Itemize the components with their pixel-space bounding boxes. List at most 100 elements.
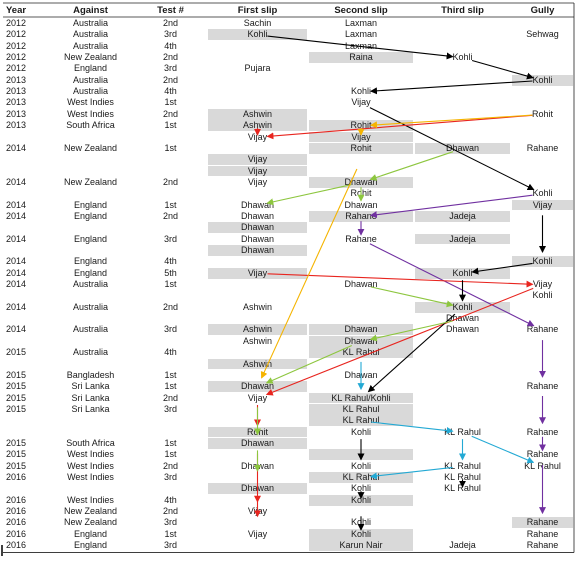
cell-year: 2014 [6, 324, 27, 335]
cell-against: West Indies [67, 460, 114, 471]
cell-second-slip: Kohli [350, 86, 371, 97]
cell-first-slip: Sachin [243, 18, 272, 28]
cell-second-slip: KL Rahul [309, 403, 413, 415]
cell-first-slip: Ashwin [242, 301, 272, 312]
cell-test-number: 2nd [162, 210, 179, 221]
cell-against: New Zealand [63, 506, 118, 517]
cell-against: England [73, 63, 108, 74]
cell-against: England [73, 528, 108, 539]
cell-first-slip: Dhawan [208, 222, 307, 234]
cell-year: 2015 [6, 392, 27, 403]
cell-year: 2012 [6, 52, 27, 63]
cell-year: 2014 [6, 142, 27, 153]
cell-year: 2014 [6, 256, 27, 267]
cell-year: 2013 [6, 108, 27, 119]
cell-year: 2014 [6, 279, 27, 290]
cell-test-number: 4th [164, 40, 177, 51]
cell-against: West Indies [67, 108, 114, 119]
cell-against: England [73, 256, 108, 267]
cell-year: 2016 [6, 494, 27, 505]
cell-against: Australia [72, 324, 108, 335]
cell-test-number: 2nd [162, 18, 179, 28]
cell-year: 2015 [6, 381, 27, 392]
cell-test-number: 4th [164, 256, 177, 267]
cell-year: 2016 [6, 506, 27, 517]
cell-against: England [73, 210, 108, 221]
header-against: Against [73, 5, 108, 16]
cell-test-number: 2nd [162, 460, 179, 471]
cell-first-slip: Dhawan [240, 210, 275, 221]
cell-second-slip: Kohli [350, 483, 371, 494]
cell-second-slip: Rahane [309, 210, 413, 222]
cell-test-number: 3rd [163, 324, 177, 335]
cell-first-slip: Ashwin [208, 108, 307, 120]
cell-year: 2014 [6, 233, 27, 244]
cell-against: Australia [72, 86, 108, 97]
cell-test-number: 3rd [163, 517, 177, 528]
cell-year: 2014 [6, 267, 27, 278]
cell-test-number: 2nd [162, 176, 179, 187]
cell-second-slip: Dhawan [309, 176, 413, 188]
cell-gully: Rahane [526, 324, 559, 335]
cell-against: Australia [72, 29, 108, 40]
cell-gully: Rahane [526, 528, 559, 539]
cell-test-number: 1st [164, 449, 177, 460]
cell-test-number: 3rd [163, 472, 177, 482]
header-year: Year [6, 5, 27, 16]
cell-test-number: 1st [164, 120, 177, 131]
cell-first-slip: Vijay [247, 131, 268, 142]
cell-test-number: 4th [164, 86, 177, 97]
cell-year: 2016 [6, 472, 27, 482]
cell-second-slip: Karun Nair [309, 540, 413, 551]
cell-first-slip: Dhawan [240, 199, 275, 210]
cell-year: 2015 [6, 369, 27, 380]
cell-against: New Zealand [63, 52, 118, 63]
cell-third-slip: KL Rahul [444, 426, 481, 437]
cell-year: 2014 [6, 199, 27, 210]
cell-first-slip: Ashwin [208, 120, 307, 131]
header-test-number: Test # [157, 5, 184, 16]
cell-year: 2013 [6, 74, 27, 85]
cell-test-number: 2nd [162, 52, 179, 63]
cell-gully: Rahane [526, 142, 559, 153]
cell-test-number: 2nd [162, 74, 179, 85]
header-gully: Gully [530, 5, 555, 16]
cell-year: 2016 [6, 540, 27, 551]
cell-test-number: 3rd [163, 63, 177, 74]
cell-test-number: 1st [164, 528, 177, 539]
cell-against: Sri Lanka [71, 403, 110, 414]
cell-against: Bangladesh [66, 369, 115, 380]
cell-third-slip: Kohli [452, 52, 473, 63]
cell-against: South Africa [66, 437, 115, 448]
cell-third-slip: Jadeja [449, 540, 476, 551]
cell-against: New Zealand [63, 142, 118, 153]
cell-first-slip: Dhawan [240, 233, 275, 244]
cell-year: 2015 [6, 460, 27, 471]
cell-gully: Vijay [512, 199, 573, 211]
cell-second-slip: Laxman [344, 18, 378, 28]
cell-second-slip: KL Rahul [309, 472, 413, 483]
cell-first-slip: Dhawan [208, 381, 307, 393]
cell-gully: Rohit [531, 108, 553, 119]
cell-third-slip: KL Rahul [444, 483, 481, 494]
cell-second-slip: KL Rahul [309, 415, 413, 427]
cell-against: England [73, 267, 108, 278]
cell-against: West Indies [67, 494, 114, 505]
cell-against: Australia [72, 74, 108, 85]
cell-year: 2012 [6, 40, 27, 51]
cell-against: West Indies [67, 472, 114, 482]
cell-first-slip: Pujara [244, 63, 271, 74]
cell-second-slip: KL Rahul/Kohli [309, 392, 413, 404]
cell-test-number: 3rd [163, 233, 177, 244]
cell-test-number: 2nd [162, 506, 179, 517]
cell-first-slip: Vijay [247, 528, 268, 539]
cell-test-number: 1st [164, 279, 177, 290]
cell-against: West Indies [67, 449, 114, 460]
cell-against: Australia [72, 18, 108, 28]
cell-first-slip: Ashwin [208, 358, 307, 370]
cell-second-slip: Kohli [350, 426, 371, 437]
cell-year: 2012 [6, 18, 27, 28]
cell-test-number: 3rd [163, 540, 177, 551]
cell-against: Australia [72, 40, 108, 51]
cell-gully: Rahane [526, 381, 559, 392]
